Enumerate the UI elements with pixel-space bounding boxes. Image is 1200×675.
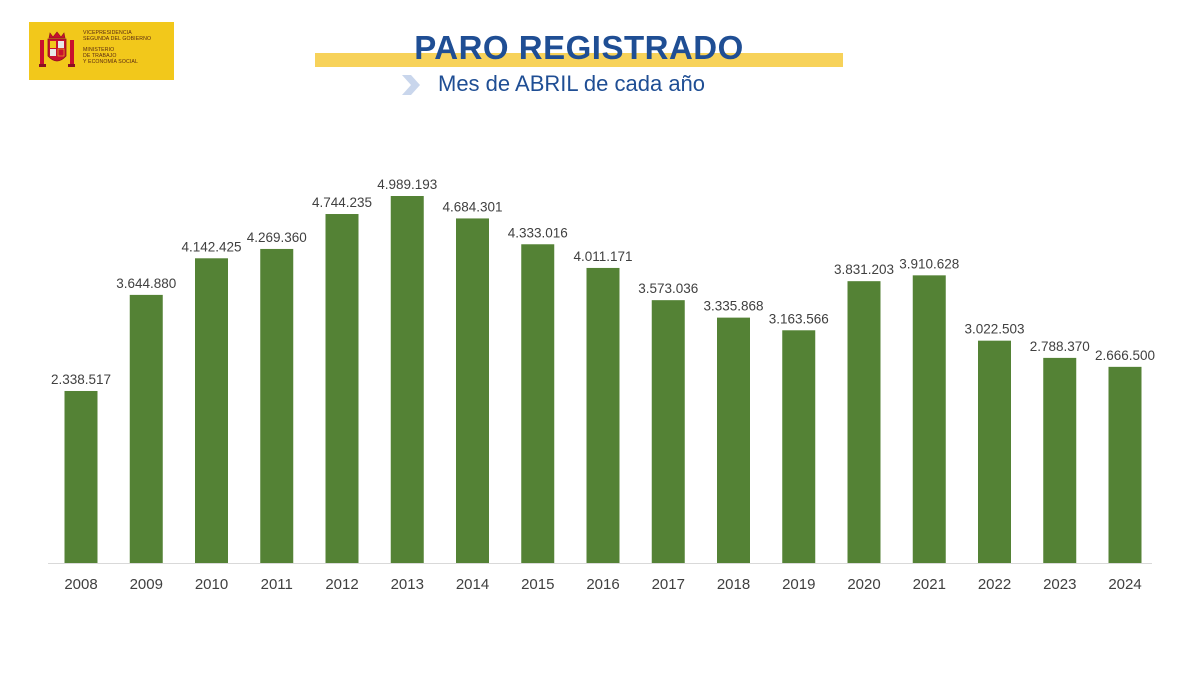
data-label-2011: 4.269.360 bbox=[247, 230, 307, 245]
data-label-2017: 3.573.036 bbox=[638, 281, 698, 296]
data-label-2022: 3.022.503 bbox=[964, 322, 1024, 337]
x-tick-label-2019: 2019 bbox=[782, 576, 815, 593]
x-tick-label-2014: 2014 bbox=[456, 576, 489, 593]
x-tick-label-2015: 2015 bbox=[521, 576, 554, 593]
x-tick-label-2011: 2011 bbox=[261, 576, 293, 593]
x-tick-label-2012: 2012 bbox=[325, 576, 358, 593]
x-tick-label-2016: 2016 bbox=[586, 576, 619, 593]
logo-line-4: DE TRABAJO bbox=[83, 53, 117, 59]
x-tick-label-2008: 2008 bbox=[64, 576, 97, 593]
page-subtitle: Mes de ABRIL de cada año bbox=[438, 71, 706, 96]
x-tick-label-2017: 2017 bbox=[652, 576, 685, 593]
data-label-2008: 2.338.517 bbox=[51, 372, 111, 387]
x-tick-label-2022: 2022 bbox=[978, 576, 1011, 593]
logo-line-5: Y ECONOMÍA SOCIAL bbox=[83, 59, 138, 65]
x-tick-label-2021: 2021 bbox=[913, 576, 946, 593]
bar-2012 bbox=[325, 214, 359, 563]
bar-2009 bbox=[129, 294, 163, 563]
bar-2014 bbox=[456, 218, 489, 563]
bar-2016 bbox=[586, 267, 620, 563]
title-highlight-band bbox=[315, 53, 843, 67]
bar-2022 bbox=[978, 340, 1011, 563]
bar-2008 bbox=[64, 390, 98, 563]
bar-2020 bbox=[847, 281, 881, 563]
x-tick-label-2020: 2020 bbox=[847, 576, 880, 593]
logo-line-1: VICEPRESIDENCIA bbox=[83, 30, 132, 36]
data-label-2016: 4.011.171 bbox=[573, 249, 632, 264]
x-tick-label-2013: 2013 bbox=[391, 576, 424, 593]
bar-2021 bbox=[912, 275, 946, 563]
data-label-2019: 3.163.566 bbox=[769, 311, 829, 326]
bar-2018 bbox=[717, 317, 750, 563]
data-label-2024: 2.666.500 bbox=[1095, 348, 1155, 363]
data-label-2013: 4.989.193 bbox=[377, 177, 437, 192]
coat-of-arms-icon bbox=[39, 31, 75, 67]
bar-2011 bbox=[260, 248, 294, 563]
bar-2013 bbox=[390, 196, 424, 563]
bar-2024 bbox=[1108, 366, 1142, 563]
x-tick-label-2024: 2024 bbox=[1108, 576, 1141, 593]
government-logo: VICEPRESIDENCIA SEGUNDA DEL GOBIERNO MIN… bbox=[29, 22, 174, 80]
bar-2010 bbox=[195, 258, 228, 563]
bar-2023 bbox=[1043, 357, 1077, 563]
data-label-2012: 4.744.235 bbox=[312, 195, 372, 210]
data-label-2015: 4.333.016 bbox=[508, 225, 568, 240]
data-label-2010: 4.142.425 bbox=[181, 239, 241, 254]
bar-2015 bbox=[521, 244, 555, 563]
data-label-2014: 4.684.301 bbox=[442, 199, 502, 214]
data-label-2020: 3.831.203 bbox=[834, 262, 894, 277]
logo-line-2: SEGUNDA DEL GOBIERNO bbox=[83, 36, 152, 42]
bar-2017 bbox=[651, 300, 685, 563]
data-label-2021: 3.910.628 bbox=[899, 256, 959, 271]
x-tick-label-2010: 2010 bbox=[195, 576, 228, 593]
logo-line-3: MINISTERIO bbox=[83, 47, 115, 53]
data-label-2023: 2.788.370 bbox=[1030, 339, 1090, 354]
x-tick-label-2018: 2018 bbox=[717, 576, 750, 593]
data-label-2018: 3.335.868 bbox=[703, 299, 763, 314]
bar-2019 bbox=[782, 330, 816, 563]
x-tick-label-2009: 2009 bbox=[130, 576, 163, 593]
page-title: PARO REGISTRADO bbox=[414, 29, 744, 66]
chevron-right-icon bbox=[402, 75, 420, 95]
x-tick-label-2023: 2023 bbox=[1043, 576, 1076, 593]
data-label-2009: 3.644.880 bbox=[116, 276, 176, 291]
